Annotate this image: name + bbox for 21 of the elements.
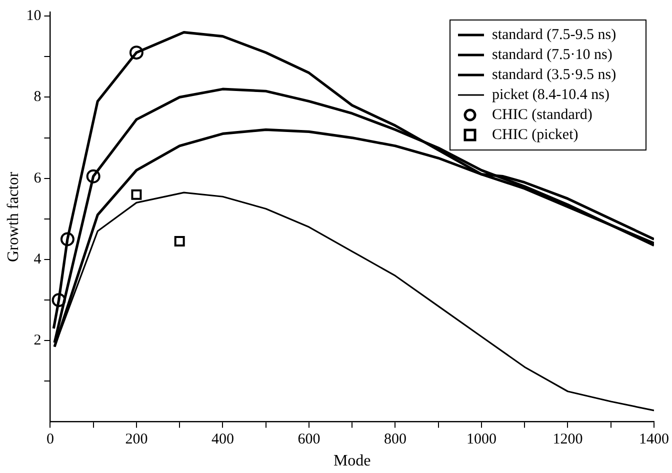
y-axis-title: Growth factor (4, 171, 22, 262)
legend-label: standard (3.5·9.5 ns) (492, 66, 616, 83)
legend-label: standard (7.5-9.5 ns) (492, 26, 616, 43)
x-tick-label: 200 (125, 432, 148, 448)
x-tick-label: 0 (46, 432, 54, 448)
x-tick-label: 1200 (552, 432, 583, 448)
x-tick-label: 600 (298, 432, 320, 448)
y-tick-label: 6 (34, 170, 42, 186)
y-tick-label: 10 (26, 8, 42, 24)
y-tick-label: 4 (34, 251, 42, 268)
y-tick-label: 8 (34, 89, 42, 106)
x-tick-label: 1400 (639, 432, 669, 448)
legend-label: standard (7.5·10 ns) (492, 46, 612, 63)
x-tick-label: 400 (211, 432, 234, 448)
x-tick-label: 800 (384, 432, 406, 448)
legend-label: CHIC (picket) (492, 126, 578, 143)
legend-label: picket (8.4-10.4 ns) (492, 86, 610, 103)
y-tick-label: 2 (34, 332, 42, 349)
x-tick-label: 1000 (466, 432, 496, 448)
x-axis-title: Mode (333, 452, 371, 470)
legend-label: CHIC (standard) (492, 106, 592, 123)
